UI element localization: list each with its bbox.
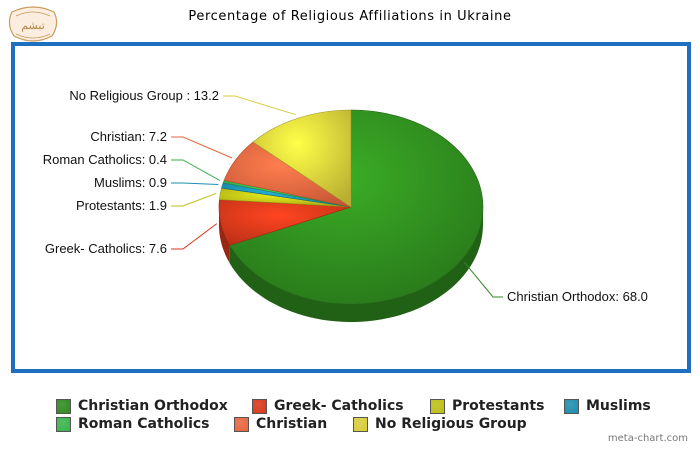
pie-side-christian-orthodox: [229, 207, 483, 322]
pie-chart: Christian Orthodox: 68.0 Greek- Catholics…: [43, 88, 648, 322]
legend-swatch: [353, 416, 368, 432]
legend-label: Muslims: [586, 398, 651, 414]
slice-label-greek-catholics: Greek- Catholics: 7.6: [45, 241, 167, 256]
slice-label-no-religious-group: No Religious Group : 13.2: [69, 88, 219, 103]
pie-slice-christian-orthodox[interactable]: [229, 109, 484, 305]
leader-lines: [171, 95, 503, 298]
legend-item-roman-catholics[interactable]: Roman Catholics: [56, 416, 210, 432]
leader-line-greek-catholics: [171, 223, 218, 250]
leader-line-christian: [171, 136, 233, 159]
leader-line-no-religious-group: [223, 95, 296, 116]
legend-item-protestants[interactable]: Protestants: [430, 398, 544, 414]
legend-label: Christian: [256, 416, 328, 432]
chart-title: Percentage of Religious Affiliations in …: [188, 9, 512, 24]
leader-line-christian-orthodox: [464, 262, 503, 298]
pie-slices: [218, 109, 484, 305]
leader-line-muslims: [171, 182, 219, 185]
leader-line-protestants: [171, 192, 217, 207]
legend-item-muslims[interactable]: Muslims: [564, 398, 651, 414]
slice-label-christian-orthodox: Christian Orthodox: 68.0: [507, 289, 648, 304]
legend-swatch: [56, 416, 71, 432]
legend-label: Greek- Catholics: [274, 398, 404, 414]
credit-text: meta-chart.com: [607, 433, 688, 444]
logo-mark: تبشم: [8, 6, 58, 42]
site-logo: تبشم: [6, 4, 60, 44]
legend-swatch: [234, 416, 249, 432]
legend-item-christian-orthodox[interactable]: Christian Orthodox: [56, 398, 228, 414]
slice-label-protestants: Protestants: 1.9: [76, 198, 167, 213]
legend-item-greek-catholics[interactable]: Greek- Catholics: [252, 398, 404, 414]
legend-swatch: [252, 398, 267, 414]
legend-label: No Religious Group: [375, 416, 527, 432]
legend-label: Christian Orthodox: [78, 398, 228, 414]
legend-item-no-religious-group[interactable]: No Religious Group: [353, 416, 527, 432]
logo-text: تبشم: [21, 19, 45, 32]
pie-slice-no-religious-group[interactable]: [252, 109, 352, 208]
legend-swatch: [430, 398, 445, 414]
slice-label-christian: Christian: 7.2: [90, 129, 167, 144]
legend-item-christian[interactable]: Christian: [234, 416, 327, 432]
leader-line-roman-catholics: [171, 159, 221, 181]
legend-label: Protestants: [452, 398, 545, 414]
slice-label-roman-catholics: Roman Catholics: 0.4: [43, 152, 167, 167]
slice-label-muslims: Muslims: 0.9: [94, 175, 167, 190]
legend-swatch: [564, 398, 579, 414]
chart-frame: Christian Orthodox: 68.0 Greek- Catholics…: [11, 42, 691, 373]
legend-swatch: [56, 398, 71, 414]
slice-labels: Christian Orthodox: 68.0 Greek- Catholics…: [43, 88, 648, 304]
legend-label: Roman Catholics: [78, 416, 210, 432]
